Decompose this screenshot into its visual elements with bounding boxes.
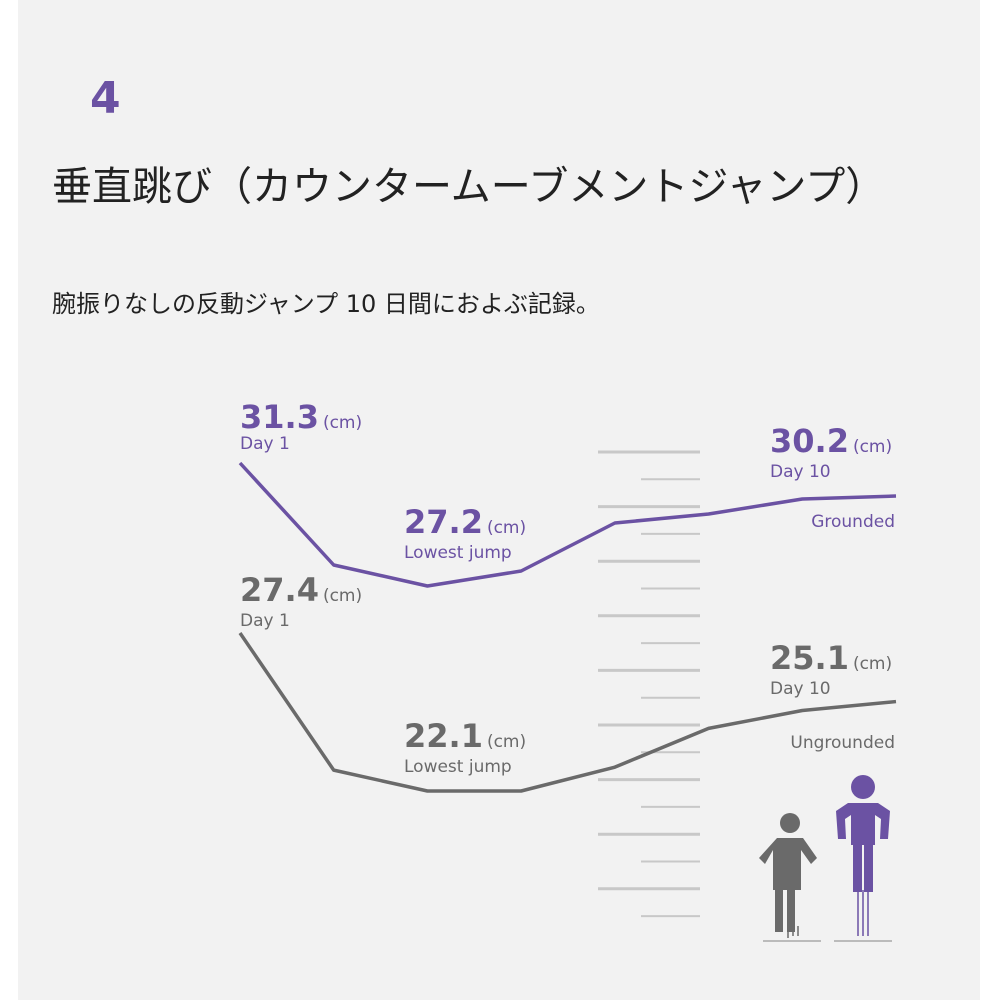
section-number: 4 (90, 73, 121, 124)
point-label: Lowest jump (404, 543, 512, 563)
series-line (238, 632, 897, 793)
value-label: 25.1 (770, 639, 849, 677)
value-label: 22.1 (404, 717, 483, 755)
unit-label: (cm) (323, 586, 362, 606)
unit-label: (cm) (487, 518, 526, 538)
value-label: 27.2 (404, 503, 483, 541)
point-label: Day 1 (240, 611, 290, 631)
title: 垂直跳び（カウンタームーブメントジャンプ） (52, 164, 885, 210)
value-label: 27.4 (240, 571, 319, 609)
series-name: Grounded (811, 512, 895, 532)
unit-label: (cm) (853, 437, 892, 457)
point-label: Day 10 (770, 679, 831, 699)
value-label: 30.2 (770, 422, 849, 460)
unit-label: (cm) (487, 732, 526, 752)
subtitle: 腕振りなしの反動ジャンプ 10 日間におよぶ記録。 (52, 290, 600, 318)
figures (759, 775, 892, 942)
unit-label: (cm) (853, 654, 892, 674)
panel (18, 0, 980, 1000)
value-label: 31.3 (240, 398, 319, 436)
grounded-figure (834, 775, 892, 942)
point-label: Lowest jump (404, 757, 512, 777)
ungrounded-figure (759, 813, 821, 942)
series-line (238, 461, 897, 588)
unit-label: (cm) (323, 413, 362, 433)
series-name: Ungrounded (790, 733, 895, 753)
point-label: Day 10 (770, 462, 831, 482)
point-label: Day 1 (240, 434, 290, 454)
